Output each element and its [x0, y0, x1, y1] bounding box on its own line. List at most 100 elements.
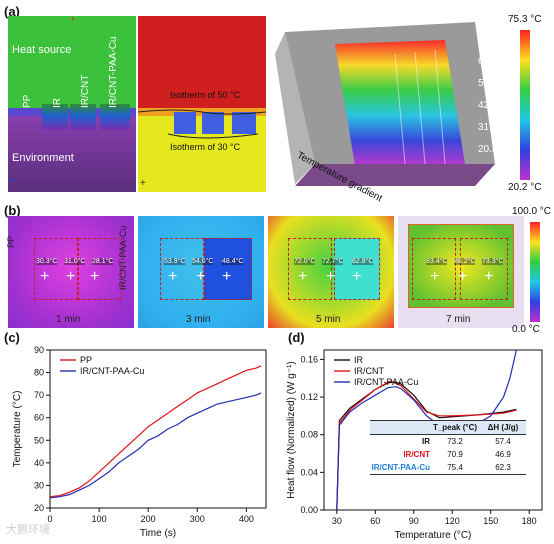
- temp-readout: 72.7°C: [322, 258, 344, 265]
- x-tick-label: 150: [483, 516, 498, 526]
- sample-label-ir-cnt: IR/CNT: [80, 74, 91, 108]
- temp-readout: 86.2°C: [454, 258, 476, 265]
- temp-readout: 73.3°C: [482, 258, 504, 265]
- x-tick-label: 300: [190, 514, 205, 524]
- region-pp: [160, 238, 204, 300]
- row-tpeak: 75.4: [447, 463, 463, 472]
- temp-readout: 31.0°C: [64, 258, 86, 265]
- temp-readout: 62.8°C: [352, 258, 374, 265]
- region-cu: [460, 238, 508, 300]
- series-line-2: [336, 380, 517, 511]
- svg-text:+: +: [140, 178, 146, 189]
- dsc-table: T_peak (°C) ΔH (J/g) IR 73.2 57.4 IR/CNT…: [370, 420, 526, 475]
- legend-label: IR: [354, 355, 364, 365]
- colorbar-b: [530, 222, 540, 322]
- row-dh: 62.3: [495, 463, 511, 472]
- panel-label-b: (b): [4, 203, 21, 218]
- ir-tile-4: 83.4°C 86.2°C 73.3°C + + + 7 min: [398, 216, 524, 328]
- label-pp-side: PP: [6, 235, 16, 248]
- table-row: IR/CNT 70.9 46.9: [370, 448, 526, 461]
- y-tick-label: 50: [34, 435, 44, 445]
- crosshair-icon: +: [40, 268, 50, 285]
- crosshair-icon: +: [352, 268, 362, 285]
- y-tick-label: 80: [34, 368, 44, 378]
- x-tick-label: 90: [409, 516, 419, 526]
- svg-text:+: +: [10, 176, 16, 187]
- region-pp: [412, 238, 456, 300]
- region-cu: [78, 238, 122, 300]
- svg-text:+: +: [70, 16, 75, 24]
- surface-tick-1: 75.3 °C: [478, 34, 512, 45]
- dsc-header-name: [370, 423, 430, 432]
- plot-frame: [323, 349, 543, 511]
- temp-readout: 54.6°C: [192, 258, 214, 265]
- row-dh: 57.4: [495, 437, 511, 446]
- temp-readout: 28.1°C: [92, 258, 114, 265]
- series-line-3: [336, 349, 517, 511]
- y-tick-label: 0.08: [300, 430, 318, 440]
- row-name: IR/CNT-PAA-Cu: [371, 463, 430, 472]
- temp-readout: 30.3°C: [36, 258, 58, 265]
- dsc-header-dh: ΔH (J/g): [487, 423, 519, 432]
- isotherm-30-label: Isotherm of 30 °C: [170, 142, 241, 152]
- row-dh: 46.9: [495, 450, 511, 459]
- time-label: 3 min: [186, 314, 211, 325]
- legend-label: IR/CNT-PAA-Cu: [354, 377, 418, 387]
- colorbar-a-max: 75.3 °C: [508, 14, 542, 25]
- isotherm-50-label: Isotherm of 50 °C: [170, 90, 241, 100]
- region-cu: [334, 238, 380, 300]
- temperature-surface-3d: [275, 22, 495, 186]
- crosshair-icon: +: [430, 268, 440, 285]
- dsc-header-tpeak: T_peak (°C): [432, 423, 478, 432]
- series-line-2: [49, 392, 262, 499]
- crosshair-icon: +: [326, 268, 336, 285]
- legend-label: IR/CNT: [354, 366, 384, 376]
- y-tick-label: 40: [34, 458, 44, 468]
- time-label: 5 min: [316, 314, 341, 325]
- chart-temperature-vs-time: 0 100 200 300 400 20 30 40 50 60 70 80 90 Time (s) Tem…: [12, 345, 267, 539]
- temp-readout: 53.9°C: [164, 258, 186, 265]
- crosshair-icon: +: [196, 268, 206, 285]
- x-axis-label: Temperature (°C): [395, 530, 472, 541]
- time-label: 1 min: [56, 314, 81, 325]
- x-tick-label: 400: [239, 514, 254, 524]
- sample-label-ir-cnt-paa-cu: IR/CNT-PAA-Cu: [108, 36, 119, 109]
- table-row: IR 73.2 57.4: [370, 435, 526, 448]
- y-tick-label: 0.12: [300, 392, 318, 402]
- panel-label-c: (c): [4, 330, 20, 345]
- x-tick-label: 180: [522, 516, 537, 526]
- y-axis-label: Temperature (°C): [12, 391, 23, 468]
- isotherm-simulation: +: [138, 16, 266, 192]
- x-tick-label: 120: [445, 516, 460, 526]
- time-label: 7 min: [446, 314, 471, 325]
- temp-readout: 72.0°C: [294, 258, 316, 265]
- surface-tick-3: 53.3 °C: [478, 78, 512, 89]
- surface-tick-2: 64.3 °C: [478, 56, 512, 67]
- y-tick-label: 0.16: [300, 354, 318, 364]
- x-tick-label: 100: [92, 514, 107, 524]
- region-pp: [288, 238, 332, 300]
- y-tick-label: 60: [34, 413, 44, 423]
- ir-tile-3: 72.0°C 72.7°C 62.8°C + + + 5 min: [268, 216, 394, 328]
- x-tick-label: 0: [47, 514, 52, 524]
- surface-tick-6: 20.3 °C: [478, 144, 512, 155]
- y-tick-label: 90: [34, 345, 44, 355]
- colorbar-b-max: 100.0 °C: [512, 206, 552, 217]
- y-tick-label: 20: [34, 503, 44, 513]
- temp-readout: 83.4°C: [426, 258, 448, 265]
- series-line-1: [49, 365, 262, 498]
- heat-simulation-left: + +: [8, 16, 136, 192]
- row-name: IR/CNT: [403, 450, 430, 459]
- x-axis-label: Time (s): [140, 528, 176, 539]
- surface-tick-5: 31.3 °C: [478, 122, 512, 133]
- temp-readout: 48.4°C: [222, 258, 244, 265]
- crosshair-icon: +: [168, 268, 178, 285]
- table-row: IR/CNT-PAA-Cu 75.4 62.3: [370, 461, 526, 475]
- colorbar-a-min: 20.2 °C: [508, 182, 542, 193]
- colorbar-a: [520, 30, 530, 180]
- chart-dsc-heat-flow: 30 60 90 120 150 180 0.00 0.04 0.08 0.12 0.16 Tempe…: [286, 349, 543, 541]
- row-tpeak: 73.2: [447, 437, 463, 446]
- plot-frame: [49, 349, 267, 509]
- y-tick-label: 30: [34, 480, 44, 490]
- y-axis-label: Heat flow (Normalized) (W g⁻¹): [286, 361, 297, 499]
